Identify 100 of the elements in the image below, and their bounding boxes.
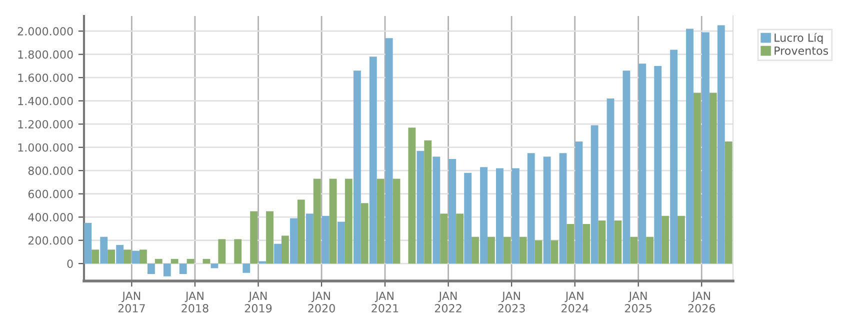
bar: [218, 239, 226, 264]
bar: [242, 264, 250, 273]
bar: [512, 168, 520, 264]
bar: [274, 244, 282, 264]
bar: [306, 214, 314, 264]
bar: [702, 32, 710, 264]
bar: [290, 218, 298, 264]
bar: [496, 168, 504, 264]
y-tick-label: 200.000: [28, 236, 73, 245]
bar: [550, 240, 558, 264]
bar: [717, 25, 725, 264]
legend-label: Proventos: [774, 46, 828, 55]
bar: [622, 70, 630, 264]
bar: [590, 125, 598, 264]
bar: [416, 150, 424, 264]
bar: [210, 264, 218, 268]
bar: [480, 167, 488, 264]
bar: [543, 156, 551, 264]
x-tick-label: JAN 2020: [308, 292, 335, 312]
x-tick-label: JAN 2023: [498, 292, 525, 312]
y-tick-label: 1.400.000: [18, 96, 73, 106]
bar: [638, 64, 646, 264]
bar: [92, 250, 100, 264]
bar: [281, 236, 289, 264]
bar: [322, 216, 330, 264]
bar: [297, 200, 305, 264]
bar: [108, 250, 115, 264]
x-tick-label: JAN 2018: [182, 292, 208, 312]
x-tick-label: JAN 2024: [562, 292, 588, 312]
bar: [487, 236, 495, 264]
bar: [163, 264, 171, 276]
bar: [566, 224, 574, 264]
bar: [693, 92, 701, 264]
x-tick-label: JAN 2021: [372, 292, 398, 312]
bar: [432, 156, 440, 264]
bar: [614, 220, 622, 264]
bar: [534, 240, 542, 264]
y-tick-label: 1.200.000: [18, 120, 73, 128]
bar: [606, 98, 614, 264]
bar: [598, 220, 606, 264]
bar: [360, 203, 368, 264]
bar: [456, 214, 464, 264]
bar: [646, 236, 654, 264]
y-tick-label: 800.000: [28, 166, 73, 175]
x-tick-label: JAN 2022: [434, 292, 462, 312]
y-tick-label: 1.000.000: [18, 143, 73, 152]
y-tick-label: 1.600.000: [18, 74, 73, 82]
bar: [424, 140, 432, 264]
bar: [132, 250, 140, 264]
bar: [329, 178, 337, 264]
y-tick-label: 1.800.000: [18, 50, 73, 59]
bar: [84, 222, 92, 264]
bar: [344, 178, 352, 264]
bar: [527, 153, 535, 264]
bar: [392, 178, 400, 264]
bar: [575, 142, 583, 264]
bar: [582, 224, 590, 264]
bar: [559, 153, 567, 264]
bar: [139, 250, 147, 264]
bar: [440, 214, 448, 264]
x-tick-label: JAN 2025: [625, 292, 652, 312]
bar: [686, 28, 694, 264]
bar: [385, 38, 393, 264]
bar: [338, 222, 345, 264]
bar: [662, 216, 669, 264]
bar: [408, 128, 416, 264]
bar: [464, 172, 472, 264]
bar: [147, 264, 155, 274]
bar: [186, 258, 194, 264]
x-tick-label: JAN 2017: [118, 292, 145, 312]
bar: [234, 239, 242, 264]
bar: [266, 211, 274, 264]
bar: [179, 264, 187, 274]
bar: [678, 216, 685, 264]
x-tick-label: JAN 2026: [688, 292, 716, 312]
bar: [519, 236, 527, 264]
bar: [670, 50, 678, 264]
y-tick-label: 0: [67, 260, 73, 268]
legend-label: Lucro Líq: [774, 32, 823, 44]
bar: [369, 56, 377, 264]
y-tick-label: 400.000: [28, 213, 73, 222]
bar: [448, 158, 456, 264]
bar: [124, 250, 131, 264]
bar: [116, 244, 124, 264]
bar: [100, 236, 108, 264]
y-tick-label: 2.000.000: [18, 27, 73, 36]
bar: [202, 258, 210, 264]
bar: [154, 258, 162, 264]
y-tick-label: 600.000: [28, 190, 73, 198]
bar: [654, 66, 662, 264]
bar: [170, 258, 178, 264]
bar: [353, 70, 361, 264]
x-tick-label: JAN 2019: [244, 292, 272, 312]
bar: [724, 142, 732, 264]
bar: [503, 236, 511, 264]
bar: [313, 178, 321, 264]
bar: [376, 178, 384, 264]
bar: [472, 236, 479, 264]
bar: [258, 261, 266, 264]
bar: [630, 236, 638, 264]
